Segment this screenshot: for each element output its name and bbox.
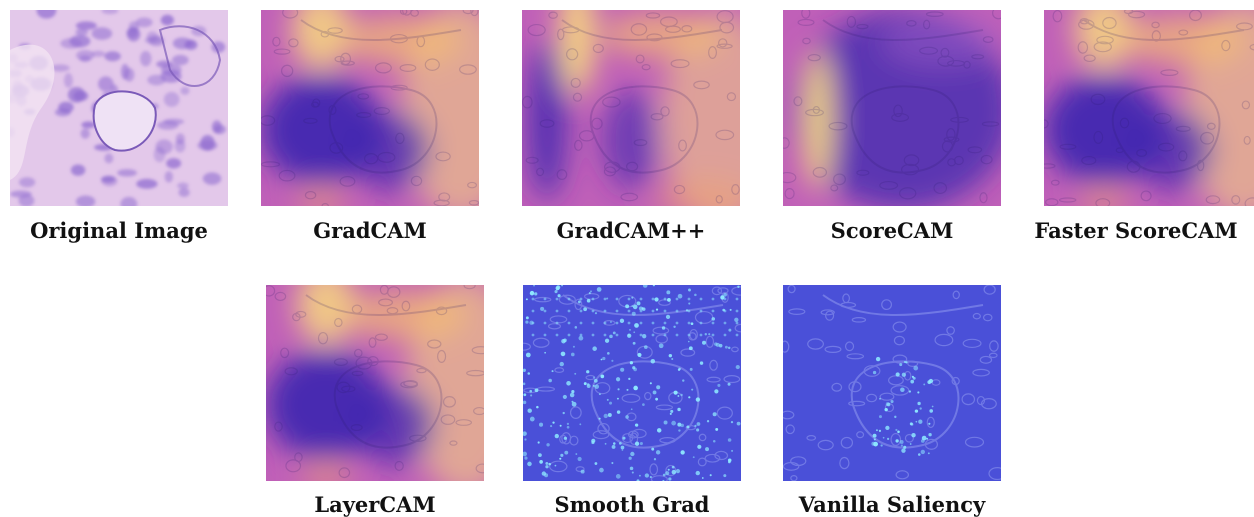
faster-scorecam-heatmap xyxy=(1044,10,1254,206)
panel-faster-scorecam xyxy=(1044,10,1254,206)
original-he-image xyxy=(10,10,228,206)
scorecam-heatmap xyxy=(783,10,1001,206)
panel-vanilla-saliency xyxy=(783,285,1001,481)
caption-vanilla-saliency: Vanilla Saliency xyxy=(798,492,986,517)
caption-gradcam: GradCAM xyxy=(313,218,427,243)
caption-smooth-grad: Smooth Grad xyxy=(554,492,710,517)
panel-scorecam xyxy=(783,10,1001,206)
vanilla-saliency-map xyxy=(783,285,1001,481)
caption-original-image: Original Image xyxy=(30,218,208,243)
gradcampp-heatmap xyxy=(522,10,740,206)
panel-smooth-grad xyxy=(523,285,741,481)
smooth-grad-map xyxy=(523,285,741,481)
panel-gradcam xyxy=(261,10,479,206)
panel-original-image xyxy=(10,10,228,206)
caption-layercam: LayerCAM xyxy=(314,492,436,517)
caption-scorecam: ScoreCAM xyxy=(830,218,954,243)
caption-gradcampp: GradCAM++ xyxy=(556,218,706,243)
panel-gradcampp xyxy=(522,10,740,206)
layercam-heatmap xyxy=(266,285,484,481)
gradcam-heatmap xyxy=(261,10,479,206)
panel-layercam xyxy=(266,285,484,481)
caption-faster-scorecam: Faster ScoreCAM xyxy=(1034,218,1238,243)
